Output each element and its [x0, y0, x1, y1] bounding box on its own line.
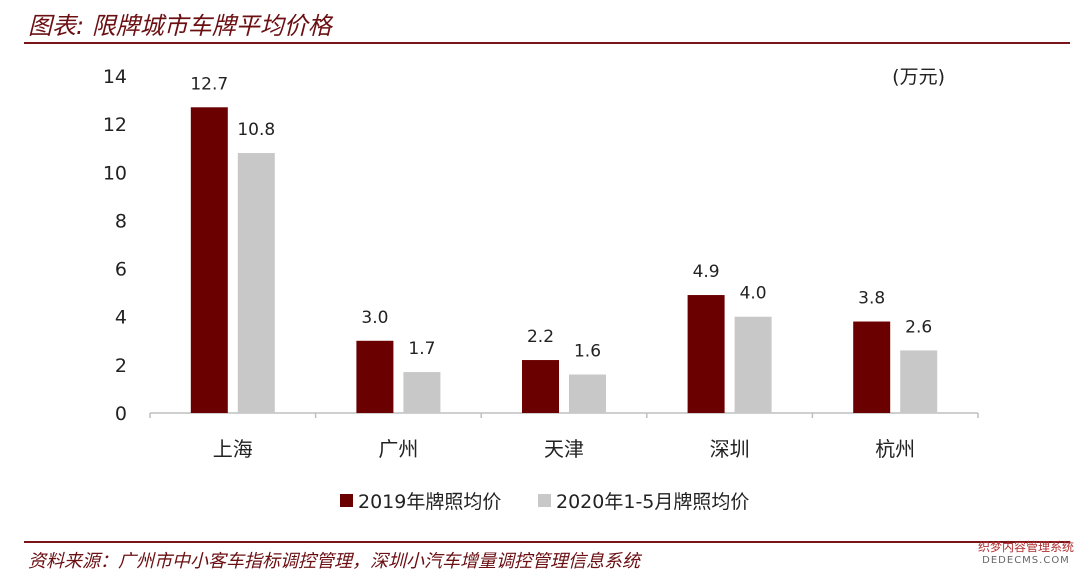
data-label-series1: 2.2: [527, 327, 554, 347]
category-label: 杭州: [875, 437, 915, 461]
bar-series1-4: [853, 321, 891, 413]
legend-label-series2: 2020年1-5月牌照均价: [556, 491, 749, 513]
page-title: 图表: 限牌城市车牌平均价格: [28, 12, 332, 40]
source-rule: [24, 541, 1070, 543]
data-label-series2: 1.7: [408, 339, 435, 359]
bar-series1-2: [522, 360, 559, 413]
data-labels: 12.7 10.8 3.0 1.7 2.2 1.6 4.9 4.0 3.8 2.6: [190, 74, 932, 361]
watermark-line1: 织梦内容管理系统: [977, 540, 1074, 554]
bar-series1-3: [687, 295, 725, 413]
title-rule: [24, 42, 1070, 44]
category-label: 广州: [378, 437, 418, 461]
bar-chart: (万元) 0 2 4 6 8 10 12 14 12.7 10.8 3.0 1.7 2.2 1.6 4.9…: [103, 66, 979, 513]
y-tick-label: 4: [115, 307, 127, 329]
data-label-series2: 10.8: [237, 120, 275, 140]
legend-swatch-series2: [538, 494, 551, 507]
data-label-series2: 4.0: [740, 284, 767, 304]
category-label: 天津: [544, 437, 584, 461]
data-label-series2: 2.6: [905, 317, 932, 337]
y-tick-label: 6: [115, 259, 127, 281]
watermark-line2: DEDECMS.COM: [982, 555, 1070, 566]
bar-series2-3: [734, 316, 772, 413]
watermark-logo: 织梦内容管理系统 DEDECMS.COM: [978, 540, 1074, 568]
y-tick-label: 12: [103, 114, 127, 136]
category-label: 深圳: [710, 437, 750, 461]
data-label-series1: 12.7: [190, 74, 228, 94]
data-label-series1: 3.8: [858, 289, 885, 309]
y-tick-label: 0: [115, 403, 127, 425]
legend-swatch-series1: [340, 494, 353, 507]
legend-label-series1: 2019年牌照均价: [358, 491, 501, 513]
category-labels: 上海 广州 天津 深圳 杭州: [213, 437, 915, 461]
y-tick-label: 14: [103, 66, 127, 88]
bars: [149, 107, 979, 418]
source-note: 资料来源：广州市中小客车指标调控管理，深圳小汽车增量调控管理信息系统: [28, 551, 640, 572]
bar-series2-2: [569, 374, 606, 413]
bar-series1-0: [190, 107, 228, 414]
bar-series2-0: [237, 153, 275, 413]
y-tick-label: 10: [103, 162, 127, 184]
data-label-series2: 1.6: [574, 341, 601, 361]
bar-series2-4: [900, 350, 938, 413]
category-label: 上海: [213, 437, 253, 461]
y-tick-label: 2: [115, 355, 127, 377]
y-axis-ticks: 0 2 4 6 8 10 12 14: [103, 66, 127, 425]
bar-series2-1: [403, 372, 441, 413]
unit-label: (万元): [892, 66, 945, 88]
bar-series1-1: [356, 340, 394, 413]
data-label-series1: 4.9: [693, 262, 720, 282]
y-tick-label: 8: [115, 210, 127, 232]
data-label-series1: 3.0: [361, 308, 388, 328]
legend: 2019年牌照均价 2020年1-5月牌照均价: [340, 491, 749, 513]
